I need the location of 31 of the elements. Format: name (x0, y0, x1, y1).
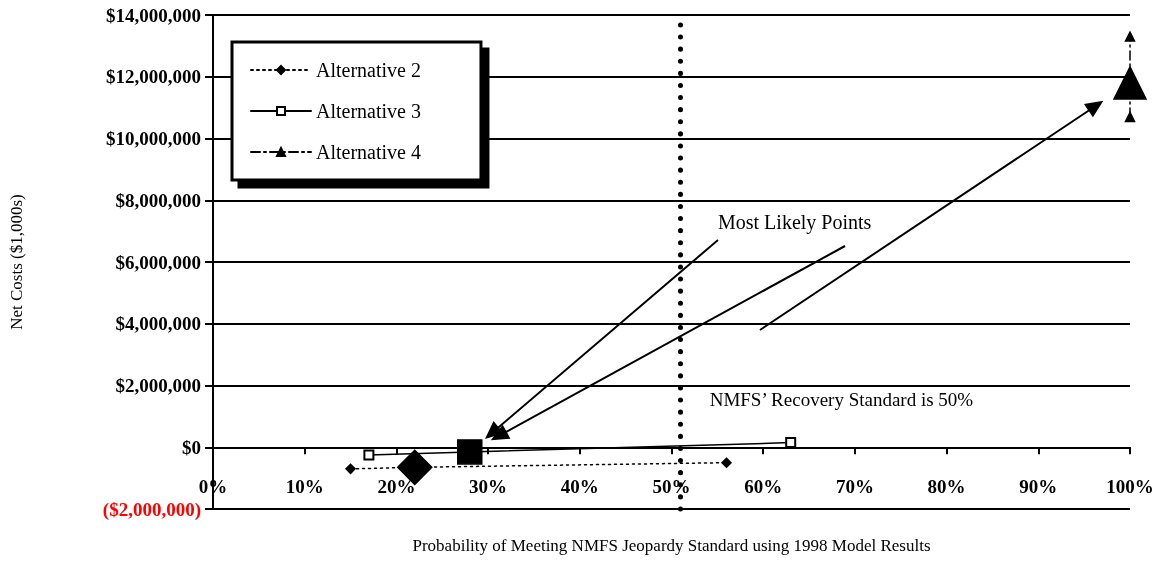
y-tick-label: ($2,000,000) (102, 498, 201, 521)
x-tick-label: 70% (835, 476, 874, 497)
y-tick-label: $12,000,000 (106, 66, 201, 88)
annotation: Most Likely Points (718, 211, 872, 234)
y-tick-label: $4,000,000 (115, 313, 201, 335)
x-tick-label: 100% (1106, 476, 1154, 497)
x-tick-label: 30% (469, 476, 508, 497)
y-tick-label: $10,000,000 (106, 128, 201, 149)
x-tick-label: 90% (1019, 476, 1058, 497)
legend-label: Alternative 3 (316, 100, 421, 122)
point (457, 439, 483, 465)
legend-label: Alternative 2 (316, 59, 421, 81)
y-axis-title: Net Costs ($1,000s) (7, 194, 26, 330)
x-tick-label: 80% (927, 476, 966, 497)
point (721, 457, 732, 468)
y-tick-label: $0 (182, 436, 201, 458)
x-tick-label: 50% (652, 476, 691, 497)
x-tick-label: 40% (560, 476, 599, 497)
x-tick-label: 10% (285, 476, 324, 497)
ref-line-label: NMFS’ Recovery Standard is 50% (709, 389, 974, 410)
y-tick-label: $8,000,000 (115, 189, 201, 211)
x-tick-label: 60% (744, 476, 783, 497)
legend-label: Alternative 4 (316, 141, 421, 163)
x-axis-title: Probability of Meeting NMFS Jeopardy Standard using 1998 Model Results (412, 536, 931, 555)
point (363, 449, 375, 461)
y-tick-label: $14,000,000 (106, 4, 201, 26)
y-tick-label: $2,000,000 (115, 375, 201, 396)
x-tick-label: 20% (377, 476, 416, 497)
y-tick-label: $6,000,000 (115, 251, 201, 273)
point (1113, 66, 1147, 100)
point (345, 463, 356, 475)
